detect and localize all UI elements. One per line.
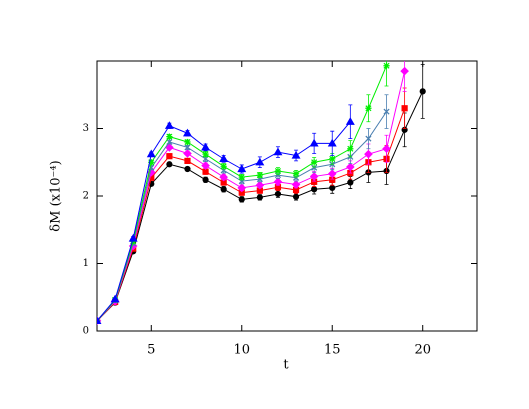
marker	[166, 153, 173, 160]
marker	[166, 138, 173, 146]
marker	[273, 147, 283, 156]
marker	[97, 316, 102, 324]
marker	[329, 184, 336, 191]
plot-area	[97, 61, 426, 326]
marker	[274, 190, 282, 198]
marker	[128, 233, 138, 242]
marker	[201, 142, 211, 151]
marker	[400, 66, 409, 76]
series-line	[97, 71, 406, 322]
marker	[219, 154, 229, 162]
y-tick-label: 0	[83, 326, 89, 337]
marker	[148, 159, 155, 166]
marker	[256, 171, 263, 179]
marker	[346, 162, 355, 172]
marker	[184, 138, 191, 146]
marker	[184, 157, 191, 165]
marker	[291, 180, 301, 189]
y-axis-label: δM (x10⁻⁴)	[49, 160, 64, 231]
marker	[419, 88, 426, 95]
y-tick-label: 3	[83, 123, 89, 134]
marker	[329, 155, 336, 162]
series-line	[97, 121, 351, 322]
marker	[166, 161, 173, 168]
marker	[255, 157, 265, 166]
x-tick-label: 20	[414, 343, 431, 358]
marker	[110, 294, 120, 303]
marker	[238, 174, 245, 181]
x-axis-label: t	[283, 358, 289, 373]
marker	[292, 170, 300, 177]
marker	[327, 169, 337, 179]
marker	[220, 163, 227, 170]
marker	[401, 105, 408, 112]
marker	[255, 180, 265, 190]
marker	[237, 183, 247, 193]
marker	[292, 193, 300, 200]
marker	[327, 138, 337, 147]
marker	[220, 186, 227, 193]
marker	[345, 117, 355, 125]
marker	[237, 164, 247, 173]
marker	[383, 108, 390, 115]
series-line	[97, 91, 424, 322]
x-tick-label: 15	[324, 343, 341, 358]
marker	[274, 167, 282, 175]
marker	[201, 161, 210, 170]
y-tick-label: 1	[83, 258, 89, 269]
marker	[219, 172, 228, 182]
marker	[365, 135, 372, 142]
marker	[202, 151, 209, 158]
marker	[311, 186, 318, 193]
marker	[238, 196, 245, 203]
marker	[383, 62, 390, 69]
marker	[311, 164, 318, 171]
marker	[166, 133, 173, 140]
marker	[146, 149, 156, 158]
marker	[365, 105, 372, 112]
marker	[311, 159, 318, 166]
marker	[364, 149, 373, 159]
marker	[164, 121, 174, 129]
y-tick-label: 2	[83, 191, 89, 202]
marker	[347, 145, 354, 152]
x-tick-label: 10	[233, 343, 250, 358]
marker	[184, 144, 191, 151]
marker	[273, 177, 283, 187]
marker	[183, 128, 192, 137]
marker	[309, 172, 319, 181]
marker	[256, 194, 263, 201]
marker	[309, 138, 319, 147]
marker	[347, 179, 354, 186]
marker	[183, 149, 192, 158]
marker	[202, 176, 209, 183]
marker	[184, 165, 191, 173]
marker	[291, 150, 301, 159]
plot-frame	[96, 60, 478, 332]
x-tick-label: 5	[147, 343, 155, 358]
marker	[382, 144, 391, 154]
